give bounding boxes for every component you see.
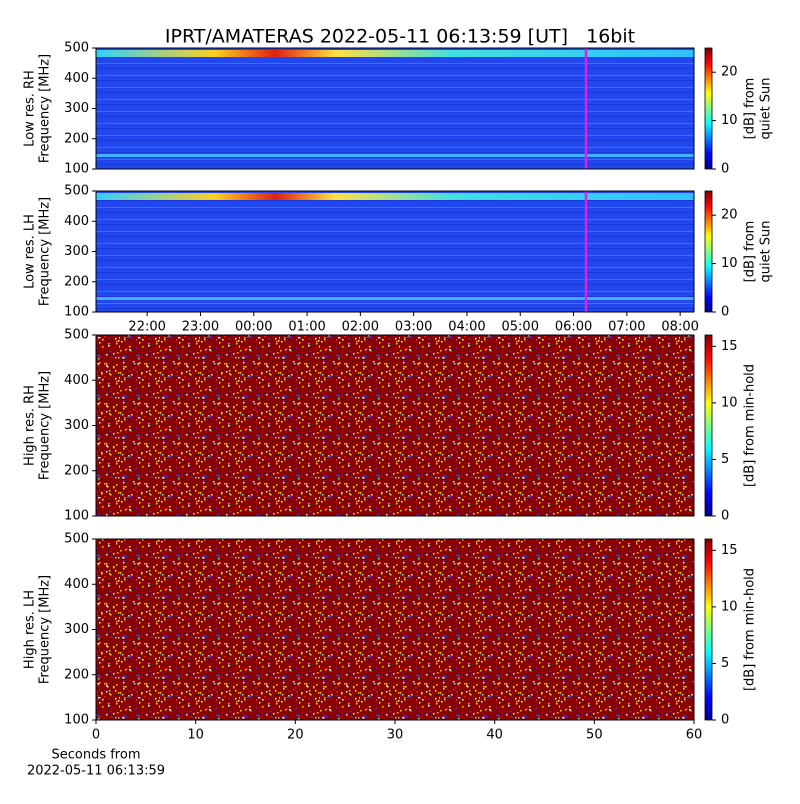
colorbar-tick-label: 20 (721, 208, 738, 223)
x-tick-label: 00:00 (235, 320, 272, 335)
y-tick-label: 100 (64, 509, 89, 524)
y-tick-label: 200 (64, 274, 89, 289)
x-tick-label: 40 (486, 728, 503, 743)
colorbar-tick-label: 10 (721, 113, 738, 128)
colorbar-tick-label: 5 (721, 656, 729, 671)
x-tick-label: 05:00 (502, 320, 539, 335)
y-tick-label: 100 (64, 713, 89, 728)
y-tick-label: 400 (64, 373, 89, 388)
y-tick-label: 500 (64, 184, 89, 199)
x-axis-label: 2022-05-11 06:13:59 (27, 764, 165, 779)
x-tick-label: 23:00 (182, 320, 219, 335)
y-tick-label: 500 (64, 532, 89, 547)
colorbar (704, 538, 713, 721)
y-tick-label: 500 (64, 41, 89, 56)
spectrogram-band (96, 193, 694, 200)
x-tick-label: 02:00 (342, 320, 379, 335)
spectrogram (96, 191, 694, 312)
spectrogram (96, 48, 694, 169)
y-tick-label: 300 (64, 418, 89, 433)
colorbar-tick-label: 5 (721, 452, 729, 467)
y-tick-label: 400 (64, 577, 89, 592)
colorbar-tick-label: 0 (721, 162, 729, 177)
y-tick-label: 200 (64, 667, 89, 682)
colorbar-label: [dB] from (743, 221, 758, 283)
colorbar (704, 47, 713, 170)
colorbar-label: quiet Sun (759, 77, 774, 139)
y-axis-label: Frequency [MHz] (38, 371, 53, 480)
x-tick-label: 04:00 (448, 320, 485, 335)
colorbar-tick-label: 0 (721, 509, 729, 524)
x-tick-label: 08:00 (661, 320, 698, 335)
y-tick-label: 500 (64, 328, 89, 343)
y-tick-label: 300 (64, 244, 89, 259)
spectrogram (96, 335, 694, 516)
x-axis-label: Seconds from (51, 748, 140, 763)
spectrogram-band (96, 154, 694, 157)
x-tick-label: 30 (387, 728, 404, 743)
y-axis-label: Frequency [MHz] (38, 575, 53, 684)
y-axis-label: Low res. LH (23, 214, 38, 289)
x-tick-label: 03:00 (395, 320, 432, 335)
colorbar (704, 190, 713, 313)
y-tick-label: 100 (64, 162, 89, 177)
colorbar-tick-label: 20 (721, 65, 738, 80)
y-tick-label: 300 (64, 101, 89, 116)
x-tick-label: 60 (686, 728, 703, 743)
colorbar (704, 334, 713, 517)
colorbar-label: [dB] from min-hold (743, 568, 758, 691)
colorbar-tick-label: 15 (721, 543, 738, 558)
chart-title: IPRT/AMATERAS 2022-05-11 06:13:59 [UT] 1… (165, 26, 635, 48)
y-axis-label: Frequency [MHz] (38, 197, 53, 306)
y-tick-label: 200 (64, 131, 89, 146)
y-axis-label: High res. RH (23, 385, 38, 466)
colorbar-tick-label: 10 (721, 256, 738, 271)
spectrogram-band (96, 50, 694, 57)
x-tick-label: 22:00 (128, 320, 165, 335)
x-tick-label: 01:00 (288, 320, 325, 335)
x-tick-label: 50 (586, 728, 603, 743)
colorbar-tick-label: 0 (721, 713, 729, 728)
spectrogram-band (96, 297, 694, 300)
spectrogram (96, 539, 694, 720)
y-axis-label: Frequency [MHz] (38, 54, 53, 163)
colorbar-tick-label: 10 (721, 599, 738, 614)
colorbar-tick-label: 0 (721, 305, 729, 320)
x-tick-label: 07:00 (608, 320, 645, 335)
y-tick-label: 400 (64, 214, 89, 229)
y-tick-label: 100 (64, 305, 89, 320)
colorbar-label: [dB] from (743, 78, 758, 140)
y-tick-label: 400 (64, 71, 89, 86)
colorbar-label: [dB] from min-hold (743, 364, 758, 487)
x-tick-label: 0 (92, 728, 100, 743)
colorbar-label: quiet Sun (759, 220, 774, 282)
x-tick-label: 10 (187, 728, 204, 743)
y-tick-label: 200 (64, 463, 89, 478)
x-tick-label: 20 (287, 728, 304, 743)
colorbar-tick-label: 10 (721, 395, 738, 410)
x-tick-label: 06:00 (555, 320, 592, 335)
y-tick-label: 300 (64, 622, 89, 637)
y-axis-label: High res. LH (23, 590, 38, 669)
y-axis-label: Low res. RH (23, 70, 38, 147)
colorbar-tick-label: 15 (721, 339, 738, 354)
